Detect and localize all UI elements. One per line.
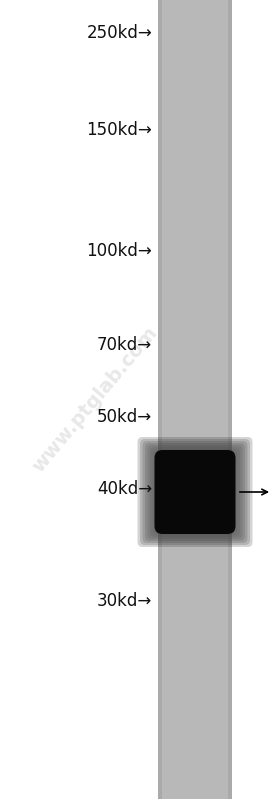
Text: 30kd→: 30kd→ xyxy=(97,592,152,610)
FancyBboxPatch shape xyxy=(148,445,242,539)
Text: 100kd→: 100kd→ xyxy=(86,242,152,260)
Text: 50kd→: 50kd→ xyxy=(97,408,152,426)
FancyBboxPatch shape xyxy=(140,439,250,545)
FancyBboxPatch shape xyxy=(137,437,253,547)
Bar xyxy=(158,0,232,799)
Bar xyxy=(158,0,162,799)
FancyBboxPatch shape xyxy=(145,443,245,541)
Bar xyxy=(228,0,232,799)
FancyBboxPatch shape xyxy=(153,449,237,535)
Text: www.ptglab.com: www.ptglab.com xyxy=(29,324,161,476)
FancyBboxPatch shape xyxy=(143,441,248,543)
Text: 70kd→: 70kd→ xyxy=(97,336,152,354)
FancyBboxPatch shape xyxy=(155,451,235,533)
Text: 250kd→: 250kd→ xyxy=(86,24,152,42)
Text: 150kd→: 150kd→ xyxy=(86,121,152,139)
FancyBboxPatch shape xyxy=(155,450,235,534)
Text: 40kd→: 40kd→ xyxy=(97,480,152,498)
FancyBboxPatch shape xyxy=(150,447,240,537)
